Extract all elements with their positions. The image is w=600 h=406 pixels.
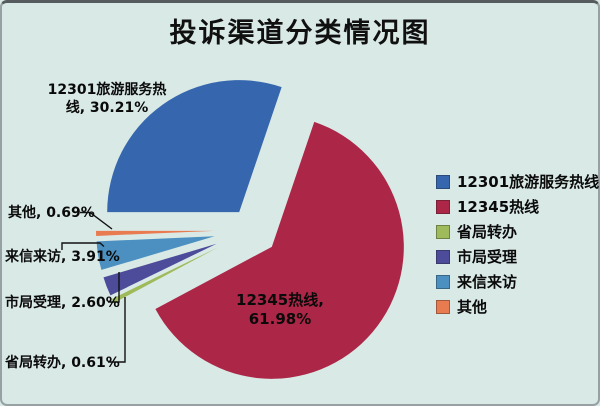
legend-item-1: 12301旅游服务热线 <box>436 174 599 190</box>
legend-swatch-icon <box>436 225 450 239</box>
legend-item-2: 12345热线 <box>436 199 599 215</box>
leader-line-shengjuzhuanban <box>108 297 126 363</box>
legend-swatch-icon <box>436 275 450 289</box>
pie-slice-5 <box>96 236 215 270</box>
slice-label-12345: 12345热线, 61.98% <box>205 291 355 329</box>
legend-item-3: 省局转办 <box>436 224 599 240</box>
chart-title: 投诉渠道分类情况图 <box>169 18 431 49</box>
slice-label-12301: 12301旅游服务热 线, 30.21% <box>28 81 186 117</box>
slice-label-12345-line2: 61.98% <box>248 310 312 328</box>
legend-item-label: 市局受理 <box>457 248 518 266</box>
slice-label-12301-line2: 线, 30.21% <box>65 100 149 116</box>
slice-label-shijushouli: 市局受理, 2.60% <box>5 295 120 311</box>
legend-item-4: 市局受理 <box>436 249 599 265</box>
leader-line-qita <box>80 211 113 230</box>
legend-item-6: 其他 <box>436 299 599 315</box>
slice-label-qita: 其他, 0.69% <box>8 205 95 221</box>
legend-swatch-icon <box>436 300 450 314</box>
legend-item-label: 来信来访 <box>457 273 518 291</box>
leader-line-shijushouli <box>108 272 120 303</box>
pie-slice-1 <box>107 80 282 213</box>
slice-label-12301-line1: 12301旅游服务热 <box>47 82 167 98</box>
legend-item-5: 来信来访 <box>436 274 599 290</box>
legend: 12301旅游服务热线 12345热线 省局转办市局受理来信来访其他 <box>436 174 599 324</box>
slice-label-laixinlaifang: 来信来访, 3.91% <box>5 249 120 265</box>
slice-label-shengjuzhuanban: 省局转办, 0.61% <box>5 355 120 371</box>
pie-slice-3 <box>112 247 219 303</box>
leader-line-laixinlaifang <box>61 242 105 250</box>
pie-slice-2 <box>155 121 404 379</box>
legend-item-label: 省局转办 <box>457 223 518 241</box>
legend-swatch-icon <box>436 175 450 189</box>
legend-item-label: 12301旅游服务热线 <box>457 173 600 191</box>
pie-slice-6 <box>96 230 215 236</box>
pie-slice-4 <box>103 243 217 296</box>
legend-swatch-icon <box>436 200 450 214</box>
legend-item-label: 12345热线 <box>457 198 540 216</box>
pie-slices <box>96 80 404 379</box>
legend-item-label: 其他 <box>457 298 488 316</box>
slice-label-12345-line1: 12345热线, <box>236 291 324 309</box>
legend-swatch-icon <box>436 250 450 264</box>
